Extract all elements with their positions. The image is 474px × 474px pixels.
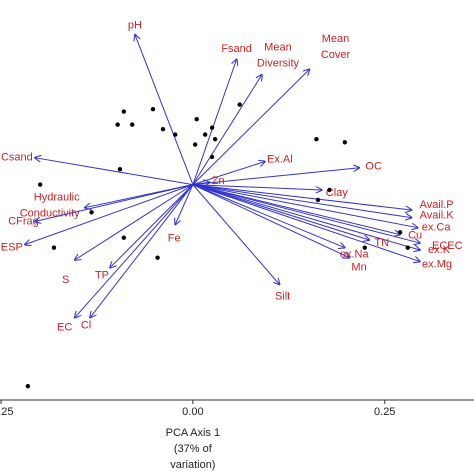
site-point: [209, 125, 215, 130]
loading-arrow: [192, 184, 420, 250]
site-point: [155, 255, 160, 260]
site-point: [121, 109, 126, 114]
site-point: [115, 122, 120, 127]
loading-label: Mean: [264, 42, 292, 54]
site-point: [237, 102, 242, 107]
site-point: [192, 142, 198, 147]
site-point: [160, 127, 166, 132]
loading-arrow: [110, 184, 194, 268]
site-point: [89, 210, 94, 215]
site-point: [202, 132, 208, 137]
loading-label: EC: [57, 322, 72, 334]
loading-arrow: [192, 184, 322, 190]
loading-arrow: [192, 184, 420, 262]
loading-label: Ex.Al: [267, 153, 293, 165]
loading-arrow: [192, 69, 310, 185]
site-point: [121, 235, 126, 240]
loading-arrow: [75, 184, 194, 260]
loading-arrow: [135, 35, 194, 185]
loading-label: Avail.P: [420, 199, 454, 211]
x-axis-label: (37% of: [174, 443, 213, 455]
loading-label: ex.Na: [340, 249, 370, 261]
loading-arrow: [192, 182, 210, 184]
loading-label: Csand: [1, 152, 33, 164]
site-point: [212, 137, 218, 142]
loading-label: Silt: [275, 291, 290, 303]
site-point: [25, 383, 31, 389]
site-point: [209, 154, 215, 160]
site-point: [194, 117, 199, 122]
loading-arrow: [192, 168, 360, 186]
loading-label: Zn: [212, 175, 225, 187]
loading-label: Fe: [168, 233, 181, 245]
loading-arrow: [90, 184, 194, 318]
loading-label: Mean: [322, 33, 350, 45]
loading-label: ex.Mg: [422, 258, 452, 270]
site-point: [130, 122, 135, 127]
loading-arrow: [192, 75, 262, 185]
loading-arrow: [192, 184, 350, 258]
loading-label: TP: [95, 270, 109, 282]
site-point: [314, 137, 319, 142]
loading-arrow: [192, 184, 345, 248]
site-point: [315, 197, 321, 203]
site-point: [362, 245, 367, 250]
loading-arrow: [25, 184, 194, 245]
site-point: [51, 245, 57, 250]
site-point: [397, 230, 403, 235]
loading-label: ex.Ca: [422, 222, 452, 234]
loading-arrow: [192, 184, 370, 240]
loading-label: Hydraulic: [34, 192, 80, 204]
loading-label: CFrag: [8, 215, 39, 227]
loading-arrow: [192, 184, 412, 210]
site-point: [117, 167, 123, 172]
loading-label: Avail.K: [420, 210, 455, 222]
loading-label: ex.K: [428, 244, 451, 256]
loading-arrow: [192, 184, 400, 235]
x-tick-label: -0.25: [0, 406, 14, 418]
loading-label: Mn: [351, 262, 366, 274]
site-point: [37, 182, 43, 187]
loading-label: Cover: [321, 49, 351, 61]
loading-label: Conductivity: [20, 208, 80, 220]
x-tick-label: 0.25: [374, 406, 395, 418]
loading-label: TN: [374, 237, 389, 249]
loading-label: OC: [365, 161, 382, 173]
x-axis-label: PCA Axis 1: [166, 427, 220, 439]
loading-label: ESP: [1, 242, 23, 254]
loading-label: Cu: [408, 230, 422, 242]
loading-arrow: [192, 59, 237, 185]
loading-label: S: [62, 274, 69, 286]
loading-arrow: [192, 184, 412, 218]
site-point: [150, 107, 156, 112]
loading-arrow: [35, 184, 193, 222]
site-point: [342, 140, 348, 145]
loading-label: Fsand: [221, 43, 252, 55]
x-axis-label: variation): [170, 459, 215, 471]
x-tick-label: 0.00: [182, 406, 203, 418]
site-point: [173, 132, 178, 137]
site-point: [405, 245, 410, 250]
site-point: [327, 187, 332, 193]
loading-label: Cl: [81, 320, 91, 332]
loading-arrow: [192, 184, 280, 285]
loading-label: ECEC: [432, 240, 463, 252]
loading-arrow: [192, 184, 418, 228]
loading-label: pH: [128, 20, 142, 32]
loading-arrow: [192, 184, 420, 243]
loading-label: Diversity: [257, 58, 300, 70]
loading-arrow: [175, 184, 194, 225]
loading-arrow: [75, 184, 194, 318]
loading-arrow: [35, 158, 193, 186]
